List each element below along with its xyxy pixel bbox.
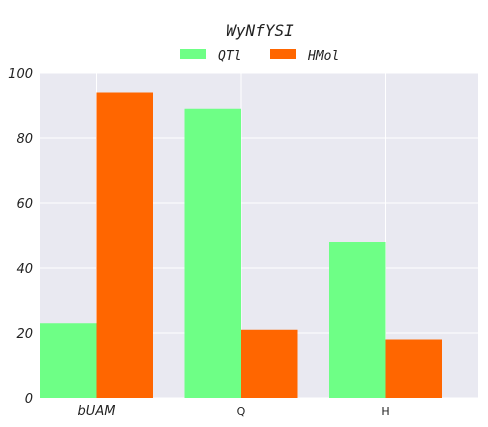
legend-label-series-1: QTl xyxy=(218,49,241,64)
bar-bUAM-QTl xyxy=(40,323,97,398)
bar-Q-HMol xyxy=(241,329,298,398)
bar-H-HMol xyxy=(385,339,442,398)
y-tick-label: 0 xyxy=(25,392,33,407)
x-tick-label: H xyxy=(381,405,389,418)
bar-bUAM-HMol xyxy=(96,92,153,398)
legend-swatch-series-2 xyxy=(270,49,296,59)
bar-Q-QTl xyxy=(184,108,241,398)
bars xyxy=(40,92,442,398)
chart-title: WyNfYSI xyxy=(226,21,294,40)
legend-swatch-series-1 xyxy=(180,49,206,59)
x-tick-label: Q xyxy=(237,405,246,418)
y-tick-label: 40 xyxy=(16,262,33,277)
y-axis-ticks: 0 20 40 60 80 100 xyxy=(8,67,33,407)
y-tick-label: 80 xyxy=(16,132,33,147)
legend-label-series-2: HMol xyxy=(307,49,339,64)
bar-H-QTl xyxy=(329,242,386,398)
y-tick-label: 60 xyxy=(16,197,33,212)
x-tick-label: bUAM xyxy=(78,404,116,419)
legend: QTl HMol xyxy=(180,49,339,64)
x-axis-ticks: bUAM Q H xyxy=(78,404,390,419)
y-tick-label: 100 xyxy=(8,67,33,82)
y-tick-label: 20 xyxy=(16,327,33,342)
